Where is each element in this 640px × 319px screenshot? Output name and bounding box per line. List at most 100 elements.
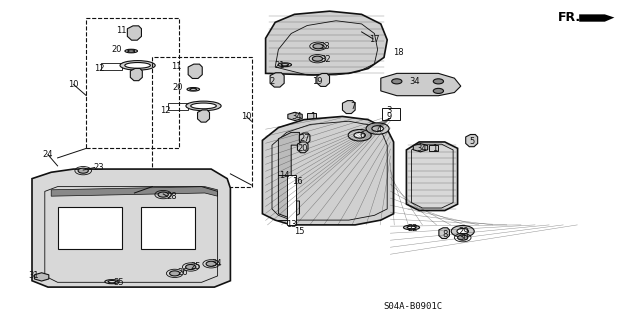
Text: 30: 30 [459, 233, 469, 242]
Polygon shape [317, 73, 330, 86]
Text: 16: 16 [292, 177, 303, 186]
Text: FR.: FR. [558, 11, 581, 24]
Text: 26: 26 [177, 268, 188, 277]
Text: 32: 32 [320, 55, 330, 63]
Text: 31: 31 [29, 271, 39, 280]
Polygon shape [51, 187, 218, 196]
Polygon shape [300, 133, 310, 144]
Text: 4: 4 [376, 125, 381, 134]
Polygon shape [406, 76, 420, 85]
Text: 23: 23 [94, 163, 104, 172]
Bar [307, 113, 316, 119]
Polygon shape [32, 169, 230, 287]
Ellipse shape [186, 101, 221, 111]
Polygon shape [266, 11, 387, 75]
Bar [287, 175, 296, 225]
Polygon shape [35, 273, 49, 281]
Ellipse shape [281, 64, 289, 66]
Circle shape [392, 79, 402, 84]
Bar [382, 108, 400, 120]
Text: 20: 20 [173, 83, 183, 92]
Text: 8: 8 [442, 230, 447, 239]
Ellipse shape [125, 63, 150, 68]
Polygon shape [579, 14, 614, 22]
Text: 17: 17 [369, 35, 380, 44]
Text: 10: 10 [68, 80, 79, 89]
Bar [86, 18, 179, 148]
Polygon shape [188, 64, 202, 78]
Text: 12: 12 [94, 64, 104, 73]
Ellipse shape [278, 63, 292, 67]
Bar [101, 63, 122, 70]
Ellipse shape [128, 50, 134, 52]
Text: 35: 35 [113, 278, 124, 287]
Circle shape [458, 235, 468, 240]
Circle shape [433, 88, 444, 93]
Bar [152, 57, 252, 187]
Text: 13: 13 [286, 220, 296, 229]
Text: 7: 7 [351, 102, 356, 111]
Circle shape [372, 126, 383, 131]
Text: 29: 29 [459, 227, 469, 236]
Text: 28: 28 [166, 192, 177, 201]
Polygon shape [439, 228, 449, 239]
Ellipse shape [105, 280, 119, 284]
Circle shape [354, 132, 365, 138]
Polygon shape [413, 144, 428, 152]
Text: 11: 11 [171, 63, 181, 71]
Text: 25: 25 [190, 262, 200, 271]
Bar [168, 103, 188, 110]
Text: 20: 20 [112, 45, 122, 54]
Polygon shape [466, 135, 477, 147]
Text: 19: 19 [312, 77, 323, 86]
Text: 12: 12 [160, 106, 170, 115]
Text: 34: 34 [291, 112, 301, 121]
Circle shape [206, 261, 216, 266]
Text: 18: 18 [394, 48, 404, 57]
Text: 15: 15 [294, 227, 304, 236]
Polygon shape [406, 142, 458, 211]
Polygon shape [262, 116, 394, 225]
Bar [141, 207, 195, 249]
Text: 34: 34 [416, 144, 426, 153]
Circle shape [158, 192, 168, 197]
Polygon shape [127, 26, 141, 40]
Text: 5: 5 [470, 137, 475, 146]
Circle shape [186, 264, 196, 270]
Text: 1: 1 [310, 112, 315, 121]
Text: 6: 6 [359, 131, 364, 140]
Bar [429, 145, 438, 151]
Circle shape [313, 44, 323, 49]
Circle shape [348, 130, 371, 141]
Circle shape [312, 56, 323, 61]
Text: 27: 27 [300, 134, 310, 143]
Text: 10: 10 [241, 112, 252, 121]
Text: 34: 34 [410, 77, 420, 86]
Text: 14: 14 [280, 171, 290, 180]
Ellipse shape [120, 61, 155, 70]
Circle shape [433, 79, 444, 84]
Circle shape [78, 168, 88, 173]
Polygon shape [278, 132, 300, 219]
Text: 1: 1 [433, 144, 438, 153]
Polygon shape [198, 110, 209, 122]
Circle shape [366, 123, 389, 134]
Polygon shape [131, 69, 142, 81]
Polygon shape [270, 73, 284, 87]
Ellipse shape [108, 280, 116, 283]
Ellipse shape [403, 225, 420, 230]
Text: 11: 11 [116, 26, 127, 35]
Polygon shape [342, 100, 355, 114]
Ellipse shape [407, 226, 416, 229]
Text: 9: 9 [387, 112, 392, 121]
Circle shape [451, 226, 474, 237]
Text: 20: 20 [298, 144, 308, 153]
Bar [58, 207, 122, 249]
Ellipse shape [190, 88, 196, 90]
Polygon shape [381, 73, 461, 96]
Circle shape [457, 228, 468, 234]
Text: 21: 21 [275, 61, 285, 70]
Text: 22: 22 [408, 224, 418, 233]
Ellipse shape [191, 103, 216, 109]
Circle shape [170, 271, 180, 276]
